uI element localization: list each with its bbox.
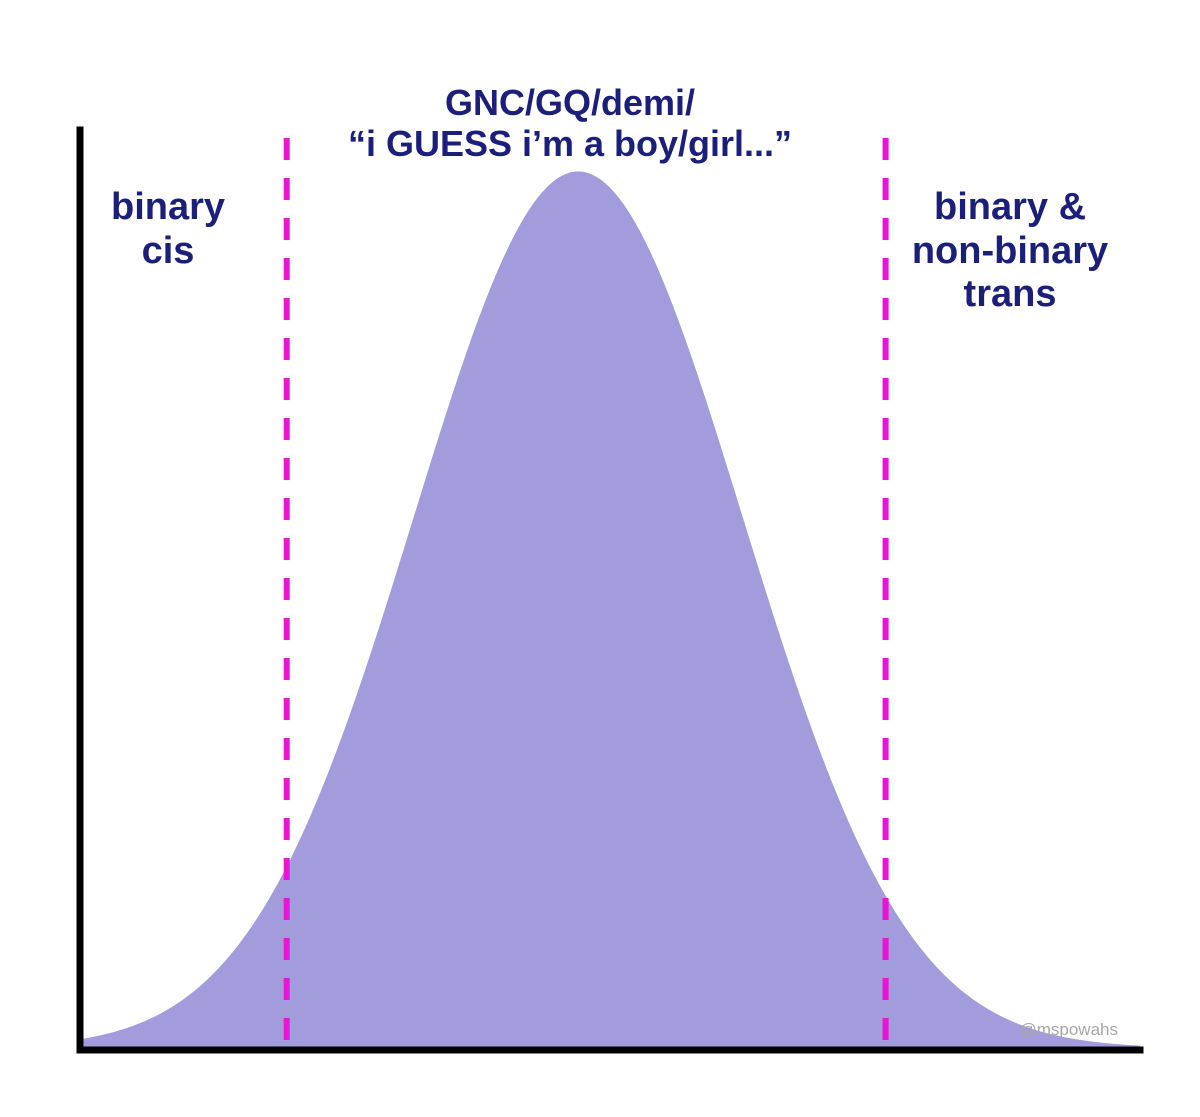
bell-curve-chart: binary cis GNC/GQ/demi/ “i GUESS i’m a b… xyxy=(0,0,1200,1117)
region-label-right: binary & non-binary trans xyxy=(912,186,1108,317)
region-label-center: GNC/GQ/demi/ “i GUESS i’m a boy/girl...” xyxy=(348,82,792,165)
watermark: @mspowahs xyxy=(1019,1020,1118,1040)
chart-svg xyxy=(0,0,1200,1117)
region-label-left: binary cis xyxy=(111,186,225,273)
